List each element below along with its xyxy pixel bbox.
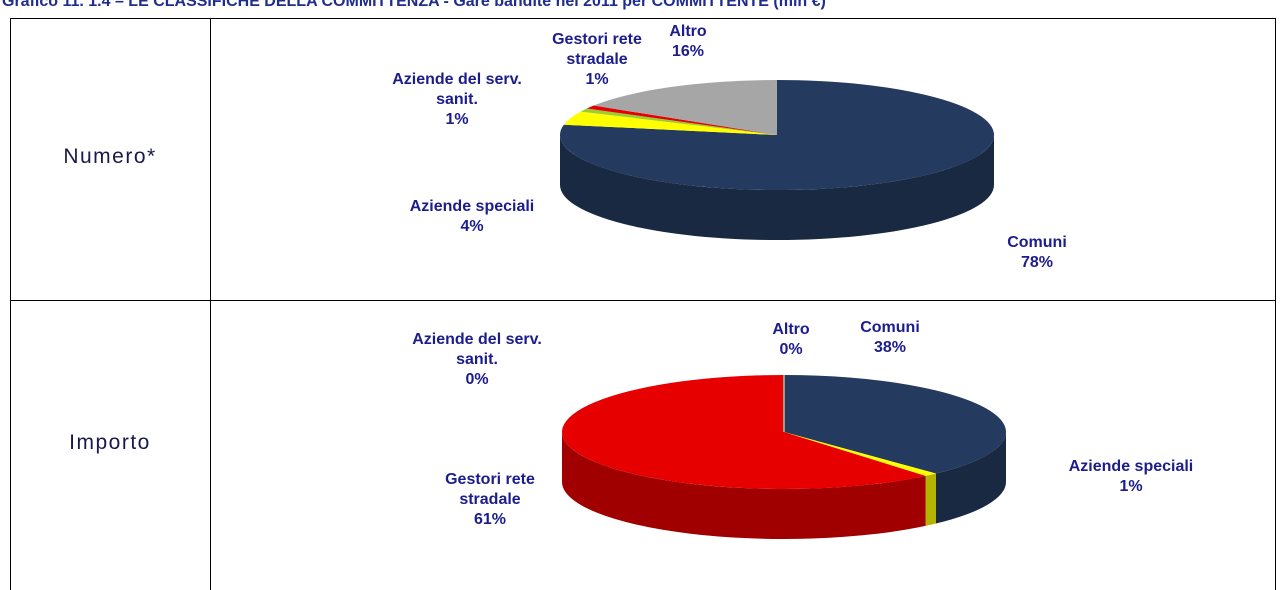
slice-label: Aziende speciali 1%	[1031, 457, 1231, 497]
category-label: Altro	[772, 321, 810, 338]
value-label: 16%	[671, 43, 705, 60]
slice-side	[560, 135, 994, 240]
value-label: 78%	[1020, 254, 1054, 271]
value-label: 0%	[465, 371, 489, 388]
slice-side	[562, 432, 926, 540]
row-label: Numero*	[63, 145, 157, 168]
slice	[586, 105, 777, 135]
table-border	[10, 18, 1276, 590]
category-label: Aziende del serv. sanit.	[412, 331, 542, 368]
value-label: 1%	[585, 71, 609, 88]
slice-label: Comuni 78%	[987, 233, 1087, 273]
slice-label: Aziende del serv. sanit. 0%	[397, 330, 557, 390]
slice-label: Comuni 38%	[840, 318, 940, 358]
value-label: 1%	[445, 111, 469, 128]
value-label: 61%	[473, 511, 507, 528]
category-label: Comuni	[1007, 234, 1067, 251]
slice-label: Gestori rete stradale 61%	[430, 470, 550, 530]
slice-label: Altro 0%	[761, 320, 821, 360]
category-label: Gestori rete stradale	[552, 31, 642, 68]
category-label: Aziende speciali	[1068, 458, 1194, 475]
slice	[562, 375, 926, 489]
category-label: Aziende speciali	[409, 198, 535, 215]
value-label: 4%	[460, 218, 484, 235]
table-frame	[10, 18, 1276, 590]
category-label: Altro	[669, 23, 707, 40]
category-label: Aziende del serv. sanit.	[392, 71, 522, 108]
slice	[563, 111, 777, 135]
value-label: 1%	[1119, 478, 1143, 495]
slice-label: Aziende speciali 4%	[372, 197, 572, 237]
category-label: Comuni	[860, 319, 920, 336]
slice-side	[925, 473, 936, 526]
slice	[593, 80, 777, 135]
value-label: 38%	[873, 339, 907, 356]
row-label: Importo	[69, 431, 151, 454]
slice-label: Altro 16%	[658, 22, 718, 62]
slice	[784, 432, 936, 476]
category-label: Gestori rete stradale	[445, 471, 535, 508]
slice-label: Aziende del serv. sanit. 1%	[377, 70, 537, 130]
slice	[784, 375, 1006, 474]
slice-side	[935, 432, 1006, 524]
value-label: 0%	[779, 341, 803, 358]
title: Grafico 11. 1.4 – LE CLASSIFICHE DELLA C…	[2, 0, 826, 10]
slice-label: Gestori rete stradale 1%	[542, 30, 652, 90]
slice	[580, 108, 777, 135]
